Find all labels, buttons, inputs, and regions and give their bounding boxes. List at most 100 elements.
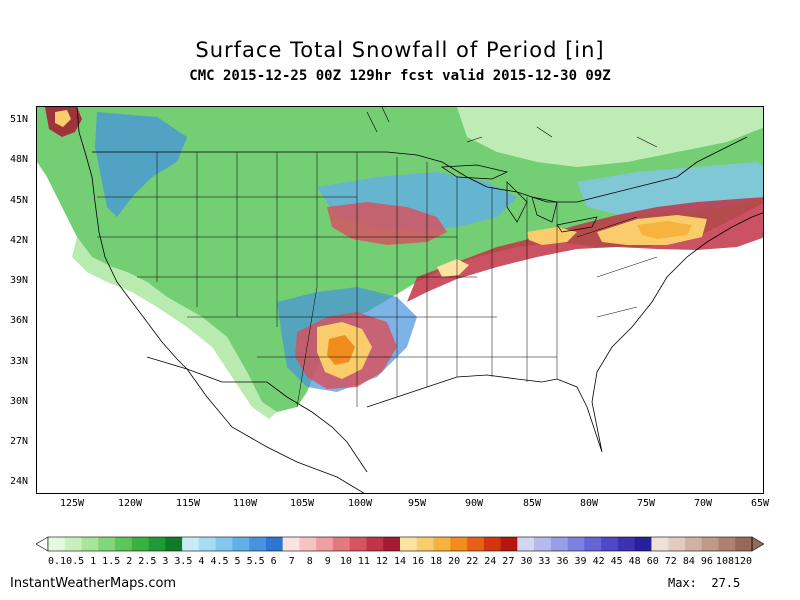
- colorbar-swatch: [282, 537, 300, 551]
- colorbar-swatch: [232, 537, 250, 551]
- colorbar-tick-label: 24: [484, 556, 497, 567]
- colorbar-tick-label: 22: [466, 556, 479, 567]
- snowfall-map-svg: [37, 107, 763, 493]
- snow-region-blue-west: [95, 112, 187, 217]
- colorbar-swatch: [249, 537, 267, 551]
- coastline-east: [591, 212, 763, 403]
- gulf-coast: [366, 374, 603, 453]
- colorbar-tick-label: 1.5: [102, 556, 121, 567]
- lat-label-36n: 36N: [10, 315, 29, 326]
- colorbar-swatch: [215, 537, 233, 551]
- colorbar-swatch: [483, 537, 502, 551]
- mexico-pacific-coast: [186, 368, 365, 493]
- colorbar-swatch: [617, 537, 636, 551]
- snowfall-map: [36, 106, 764, 494]
- lat-label-42n: 42N: [10, 235, 29, 246]
- colorbar-swatch: [718, 537, 736, 551]
- colorbar-swatch: [265, 537, 284, 551]
- lat-label-39n: 39N: [10, 275, 29, 286]
- colorbar-tick-label: 84: [682, 556, 695, 567]
- colorbar-tick-label: 108: [715, 556, 734, 567]
- colorbar-tick-label: 9: [324, 556, 331, 567]
- colorbar-tick-label: 6: [270, 556, 277, 567]
- colorbar-tick-label: 0.5: [66, 556, 85, 567]
- lon-label-65w: 65W: [750, 498, 770, 509]
- colorbar-tick-label: 42: [592, 556, 605, 567]
- colorbar-swatch: [550, 537, 569, 551]
- colorbar-swatch: [148, 537, 166, 551]
- colorbar-swatch: [735, 537, 753, 551]
- colorbar-swatch: [668, 537, 686, 551]
- colorbar-tick-label: 33: [538, 556, 551, 567]
- colorbar-swatch: [115, 537, 133, 551]
- colorbar-swatch: [198, 537, 217, 551]
- snow-core-orange-northeast: [637, 221, 692, 239]
- colorbar-tick-label: 48: [628, 556, 641, 567]
- colorbar-swatch: [182, 537, 200, 551]
- colorbar-tick-label: 3.5: [174, 556, 193, 567]
- colorbar-swatch: [416, 537, 435, 551]
- snow-core-yellow-band: [437, 259, 469, 277]
- colorbar-tick-label: 16: [412, 556, 425, 567]
- colorbar-swatch: [601, 537, 619, 551]
- colorbar-swatch: [48, 537, 66, 551]
- max-readout: Max: 27.5: [668, 576, 740, 590]
- lat-label-48n: 48N: [10, 154, 29, 165]
- colorbar-swatch: [332, 537, 351, 551]
- colorbar-swatch: [299, 537, 317, 551]
- map-subtitle: CMC 2015-12-25 00Z 129hr fcst valid 2015…: [189, 68, 611, 84]
- colorbar-tick-label: 5: [234, 556, 241, 567]
- colorbar-tick-label: 12: [375, 556, 388, 567]
- lat-label-30n: 30N: [10, 396, 29, 407]
- snow-region-light-green-north: [457, 107, 763, 167]
- snow-core-orange-southwest: [327, 335, 355, 365]
- snowfall-colorbar: [36, 536, 764, 552]
- colorbar-tick-label: 1: [90, 556, 97, 567]
- lon-label-85w: 85W: [522, 498, 542, 509]
- colorbar-swatch: [131, 537, 150, 551]
- lon-label-100w: 100W: [347, 498, 373, 509]
- lon-label-105w: 105W: [289, 498, 315, 509]
- lat-label-51n: 51N: [10, 114, 29, 125]
- colorbar-tick-label: 96: [700, 556, 713, 567]
- colorbar-tick-label: 72: [664, 556, 677, 567]
- state-borders: [97, 152, 658, 408]
- colorbar-tick-label: 18: [430, 556, 443, 567]
- colorbar-swatch: [634, 537, 652, 551]
- great-lakes: [440, 164, 598, 233]
- colorbar-right-arrow: [751, 536, 764, 552]
- colorbar-left-arrow: [36, 536, 49, 552]
- colorbar-swatch: [651, 537, 669, 551]
- colorbar-swatch: [349, 537, 367, 551]
- lon-label-70w: 70W: [693, 498, 713, 509]
- colorbar-tick-label: 27: [502, 556, 515, 567]
- lon-label-125w: 125W: [59, 498, 85, 509]
- colorbar-tick-label: 2: [126, 556, 133, 567]
- colorbar-swatch: [98, 537, 116, 551]
- colorbar-swatch: [467, 537, 485, 551]
- colorbar-swatch: [534, 537, 552, 551]
- source-credit: InstantWeatherMaps.com: [10, 576, 177, 591]
- colorbar-tick-label: 60: [646, 556, 659, 567]
- colorbar-tick-label: 7: [288, 556, 295, 567]
- lon-label-80w: 80W: [579, 498, 599, 509]
- lat-label-24n: 24N: [10, 476, 29, 487]
- lon-label-110w: 110W: [232, 498, 258, 509]
- colorbar-swatch: [383, 537, 401, 551]
- colorbar-swatch: [567, 537, 585, 551]
- lon-label-95w: 95W: [407, 498, 427, 509]
- lat-label-33n: 33N: [10, 356, 29, 367]
- colorbar-swatch: [517, 537, 535, 551]
- coastline-west: [76, 107, 188, 370]
- colorbar-swatch: [584, 537, 602, 551]
- snow-region-light-green: [72, 237, 277, 419]
- colorbar-swatch: [701, 537, 719, 551]
- colorbar-swatch: [450, 537, 468, 551]
- colorbar-tick-label: 0.1: [48, 556, 67, 567]
- colorbar-tick-label: 8: [306, 556, 313, 567]
- max-label: Max:: [668, 576, 697, 590]
- colorbar-swatch: [684, 537, 703, 551]
- canada-lakes: [366, 107, 658, 148]
- snow-core-yellow-nw: [55, 110, 71, 127]
- colorbar-tick-label: 5.5: [246, 556, 265, 567]
